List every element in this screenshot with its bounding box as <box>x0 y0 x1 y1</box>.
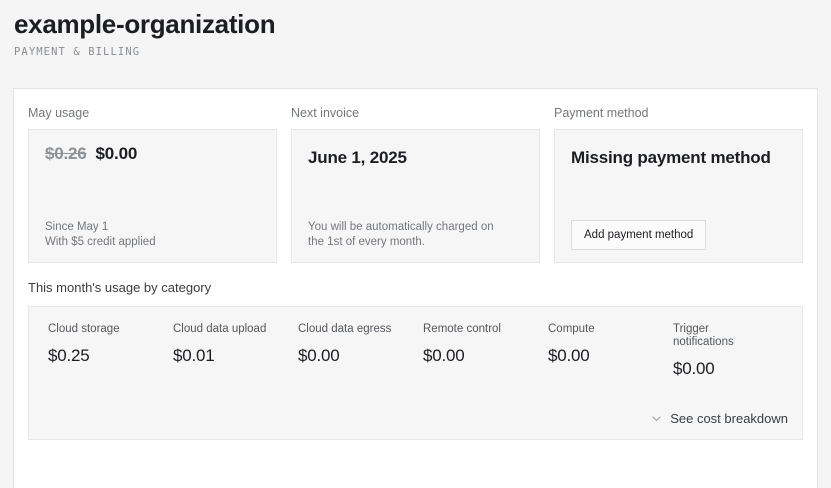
next-invoice-footnote: You will be automatically charged on the… <box>308 220 523 250</box>
category-cloud-data-upload: Cloud data upload $0.01 <box>173 323 298 380</box>
category-cloud-data-egress: Cloud data egress $0.00 <box>298 323 423 380</box>
may-usage-footnote-line2: With $5 credit applied <box>45 236 156 248</box>
category-value: $0.00 <box>423 346 465 365</box>
usage-box: Cloud storage $0.25 Cloud data upload $0… <box>28 306 803 440</box>
category-label: Remote control <box>423 323 501 335</box>
see-cost-breakdown-label: See cost breakdown <box>670 411 788 426</box>
summary-card-may-usage: May usage $0.26 $0.00 Since May 1 With $… <box>28 105 277 263</box>
page-header: example-organization PAYMENT & BILLING <box>0 0 831 58</box>
category-value: $0.00 <box>298 346 340 365</box>
summary-cards: May usage $0.26 $0.00 Since May 1 With $… <box>14 89 817 263</box>
may-usage-price-row: $0.26 $0.00 <box>45 144 260 164</box>
summary-card-next-invoice: Next invoice June 1, 2025 You will be au… <box>291 105 540 263</box>
summary-card-payment-method: Payment method Missing payment method Ad… <box>554 105 803 263</box>
category-label: Cloud storage <box>48 323 120 335</box>
breadcrumb: PAYMENT & BILLING <box>14 46 141 58</box>
category-row: Cloud storage $0.25 Cloud data upload $0… <box>48 323 802 380</box>
may-usage-footnote: Since May 1 With $5 credit applied <box>45 220 260 250</box>
card-box-next-invoice: June 1, 2025 You will be automatically c… <box>291 129 540 263</box>
next-invoice-date: June 1, 2025 <box>308 148 407 167</box>
card-box-payment-method: Missing payment method Add payment metho… <box>554 129 803 263</box>
category-value: $0.00 <box>673 359 715 378</box>
may-usage-price-original: $0.26 <box>45 144 87 163</box>
usage-section-heading: This month's usage by category <box>28 280 212 295</box>
category-label: Trigger notifications <box>673 323 734 348</box>
add-payment-method-button[interactable]: Add payment method <box>571 220 707 250</box>
payment-method-status: Missing payment method <box>571 148 771 167</box>
category-cloud-storage: Cloud storage $0.25 <box>48 323 173 380</box>
see-cost-breakdown-toggle[interactable]: See cost breakdown <box>651 410 788 427</box>
category-value: $0.25 <box>48 346 90 365</box>
next-invoice-footnote-line2: the 1st of every month. <box>308 236 425 248</box>
card-label-payment-method: Payment method <box>554 106 649 120</box>
category-compute: Compute $0.00 <box>548 323 673 380</box>
may-usage-footnote-line1: Since May 1 <box>45 221 109 233</box>
category-remote-control: Remote control $0.00 <box>423 323 548 380</box>
card-box-may-usage: $0.26 $0.00 Since May 1 With $5 credit a… <box>28 129 277 263</box>
category-label: Cloud data egress <box>298 323 392 335</box>
page-title: example-organization <box>14 9 276 39</box>
category-label: Compute <box>548 323 595 335</box>
category-label: Cloud data upload <box>173 323 267 335</box>
next-invoice-footnote-line1: You will be automatically charged on <box>308 221 494 233</box>
may-usage-price-current: $0.00 <box>95 144 138 163</box>
usage-by-category-section: This month's usage by category Cloud sto… <box>14 263 817 440</box>
billing-panel: May usage $0.26 $0.00 Since May 1 With $… <box>13 88 818 488</box>
card-label-may-usage: May usage <box>28 106 90 120</box>
category-trigger-notifications: Trigger notifications $0.00 <box>673 323 799 380</box>
card-label-next-invoice: Next invoice <box>291 106 360 120</box>
chevron-down-icon <box>651 413 662 424</box>
category-value: $0.00 <box>548 346 590 365</box>
category-value: $0.01 <box>173 346 215 365</box>
